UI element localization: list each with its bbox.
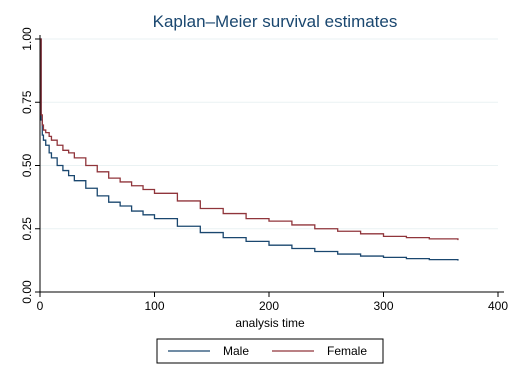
x-tick-label-1: 100 xyxy=(144,299,164,313)
y-tick-label-1: 0.25 xyxy=(20,217,34,241)
x-axis-label: analysis time xyxy=(235,316,305,330)
series-layer xyxy=(40,38,459,261)
y-tick-label-3: 0.75 xyxy=(20,90,34,114)
x-tick-label-0: 0 xyxy=(37,299,44,313)
series-line-female xyxy=(40,38,459,241)
grid-layer xyxy=(40,38,498,293)
x-tick-label-3: 300 xyxy=(373,299,393,313)
legend: Male Female xyxy=(156,338,384,364)
series-line-male xyxy=(40,38,459,261)
axes-layer: 0.00 0.25 0.50 0.75 1.00 0 100 200 300 400 xyxy=(20,27,508,313)
x-tick-label-4: 400 xyxy=(488,299,508,313)
y-tick-label-4: 1.00 xyxy=(20,27,34,51)
x-tick-label-2: 200 xyxy=(259,299,279,313)
legend-label-female: Female xyxy=(327,344,367,358)
chart-title: Kaplan–Meier survival estimates xyxy=(153,12,398,31)
y-tick-label-0: 0.00 xyxy=(20,280,34,304)
y-tick-label-2: 0.50 xyxy=(20,153,34,177)
legend-label-male: Male xyxy=(223,344,249,358)
